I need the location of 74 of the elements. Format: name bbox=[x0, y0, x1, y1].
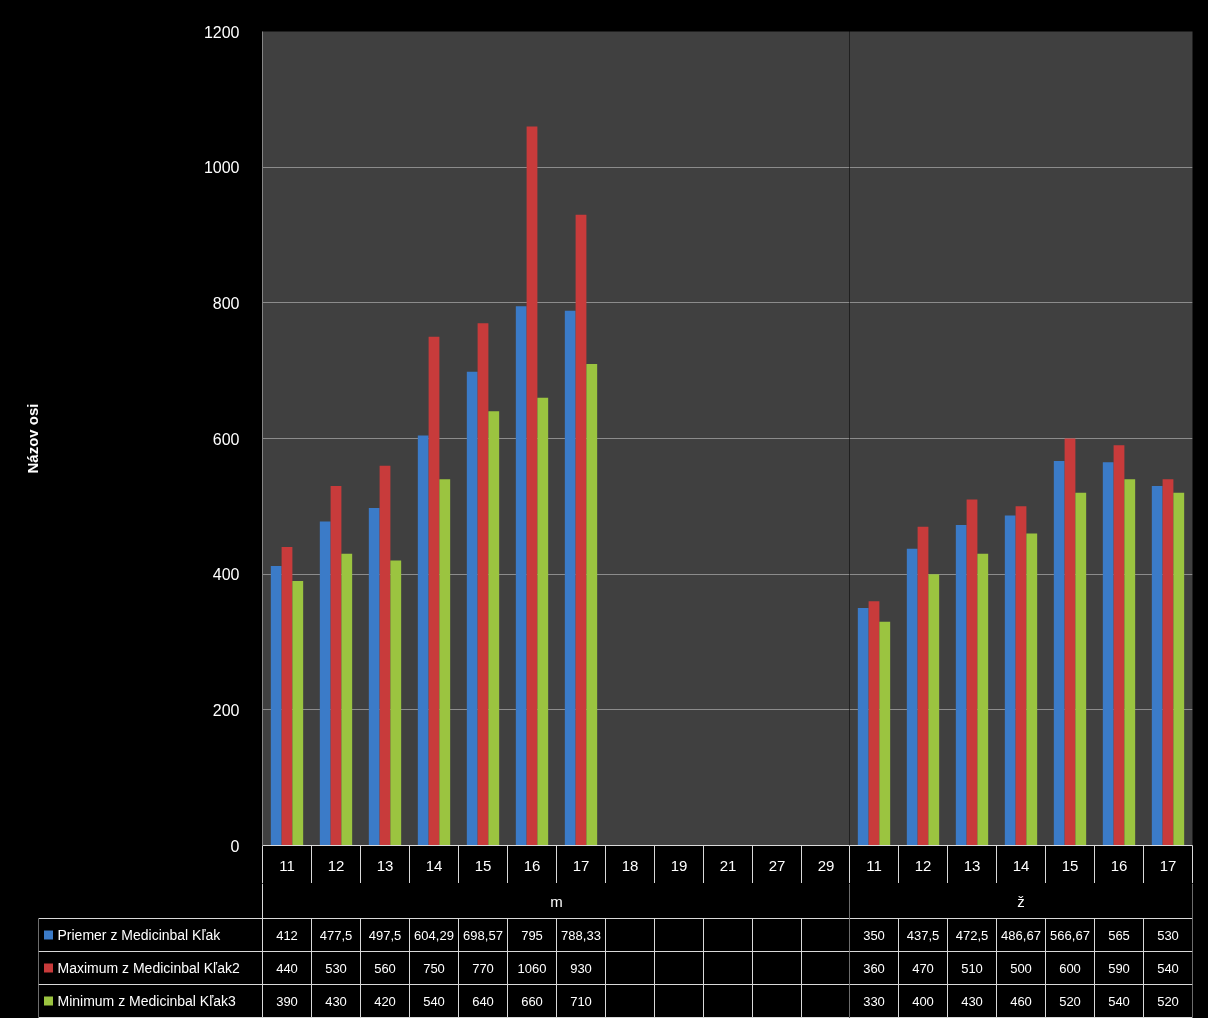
x-tick-label: 15 bbox=[474, 856, 492, 874]
data-label: 640 bbox=[472, 993, 494, 1009]
data-label: 540 bbox=[423, 993, 445, 1009]
x-tick-label: 13 bbox=[376, 856, 394, 874]
data-label: 795 bbox=[521, 927, 543, 943]
data-label: 437,5 bbox=[906, 927, 940, 943]
data-label: 497,5 bbox=[368, 927, 402, 943]
data-label: 520 bbox=[1059, 993, 1081, 1009]
x-tick-label: 13 bbox=[963, 856, 981, 874]
data-label: 604,29 bbox=[414, 927, 454, 943]
data-label: 430 bbox=[961, 993, 983, 1009]
data-label: 698,57 bbox=[463, 927, 503, 943]
data-label: 1060 bbox=[517, 960, 547, 976]
y-tick-label: 1000 bbox=[203, 159, 240, 177]
data-label: 530 bbox=[325, 960, 347, 976]
data-label: 440 bbox=[276, 960, 298, 976]
legend-label: Priemer z Medicinbal Kľak bbox=[57, 927, 222, 943]
data-label: 560 bbox=[374, 960, 396, 976]
x-tick-label: 21 bbox=[719, 856, 737, 874]
data-label: 412 bbox=[276, 927, 298, 943]
data-label: 660 bbox=[521, 993, 543, 1009]
x-tick-label: 14 bbox=[425, 856, 443, 874]
data-label: 788,33 bbox=[561, 927, 601, 943]
data-label: 400 bbox=[912, 993, 934, 1009]
data-label: 390 bbox=[276, 993, 298, 1009]
x-tick-label: 16 bbox=[1110, 856, 1128, 874]
data-label: 460 bbox=[1010, 993, 1032, 1009]
data-label: 486,67 bbox=[1001, 927, 1041, 943]
data-label: 750 bbox=[423, 960, 445, 976]
data-label: 930 bbox=[570, 960, 592, 976]
data-label: 360 bbox=[863, 960, 885, 976]
data-label: 590 bbox=[1108, 960, 1130, 976]
y-axis-title: Názov osi bbox=[23, 403, 41, 474]
data-label: 350 bbox=[863, 927, 885, 943]
x-tick-label: 12 bbox=[327, 856, 345, 874]
y-tick-label: 1200 bbox=[203, 23, 240, 41]
x-tick-label: 12 bbox=[914, 856, 932, 874]
data-label: 500 bbox=[1010, 960, 1032, 976]
data-label: 710 bbox=[570, 993, 592, 1009]
data-label: 566,67 bbox=[1050, 927, 1090, 943]
data-label: 600 bbox=[1059, 960, 1081, 976]
data-label: 770 bbox=[472, 960, 494, 976]
x-tick-label: 18 bbox=[621, 856, 639, 874]
data-label: 565 bbox=[1108, 927, 1130, 943]
data-label: 540 bbox=[1157, 960, 1179, 976]
x-axis-title: ž bbox=[1017, 892, 1025, 910]
legend-label: Minimum z Medicinbal Kľak3 bbox=[57, 993, 237, 1009]
x-tick-label: 19 bbox=[670, 856, 688, 874]
x-axis-title: m bbox=[550, 892, 563, 910]
x-tick-label: 11 bbox=[279, 856, 295, 874]
legend-label: Maximum z Medicinbal Kľak2 bbox=[57, 960, 240, 976]
data-label: 510 bbox=[961, 960, 983, 976]
x-tick-label: 15 bbox=[1061, 856, 1079, 874]
y-tick-label: 200 bbox=[212, 701, 240, 719]
x-tick-label: 17 bbox=[1159, 856, 1177, 874]
data-label: 477,5 bbox=[319, 927, 353, 943]
x-tick-label: 14 bbox=[1012, 856, 1030, 874]
x-tick-label: 16 bbox=[523, 856, 541, 874]
data-label: 540 bbox=[1108, 993, 1130, 1009]
x-tick-label: 11 bbox=[866, 856, 882, 874]
x-tick-label: 29 bbox=[817, 856, 835, 874]
data-label: 330 bbox=[863, 993, 885, 1009]
data-label: 430 bbox=[325, 993, 347, 1009]
y-tick-label: 400 bbox=[212, 566, 240, 584]
data-label: 520 bbox=[1157, 993, 1179, 1009]
y-tick-label: 0 bbox=[230, 837, 240, 855]
x-tick-label: 17 bbox=[572, 856, 590, 874]
data-label: 530 bbox=[1157, 927, 1179, 943]
y-tick-label: 600 bbox=[212, 430, 240, 448]
data-label: 472,5 bbox=[955, 927, 989, 943]
x-tick-label: 27 bbox=[768, 856, 786, 874]
data-label: 470 bbox=[912, 960, 934, 976]
data-label: 420 bbox=[374, 993, 396, 1009]
y-tick-label: 800 bbox=[212, 294, 240, 312]
